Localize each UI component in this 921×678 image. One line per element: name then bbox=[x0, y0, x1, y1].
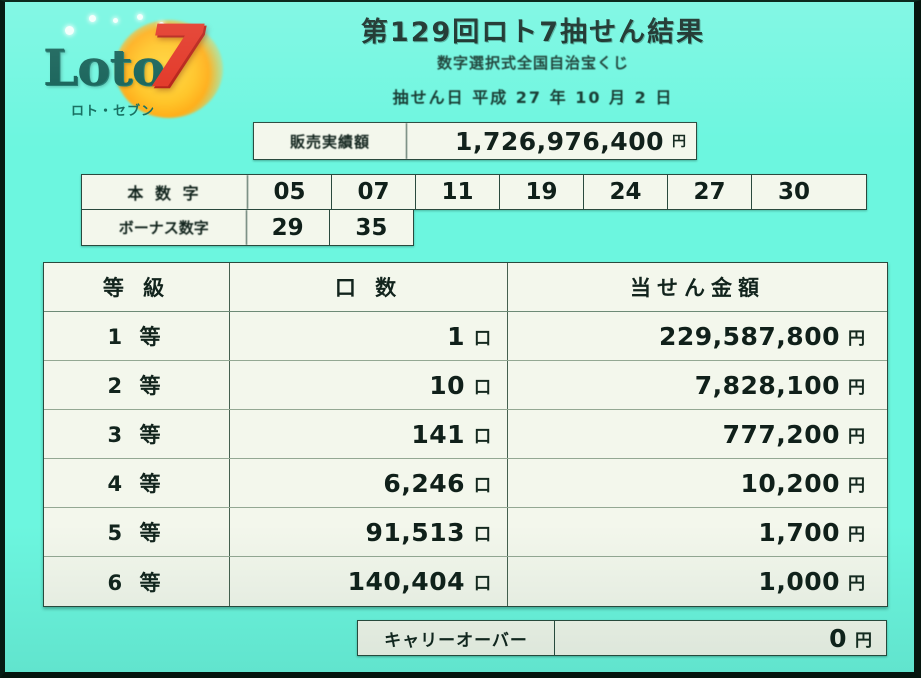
prize-amount-cell: 1,000 円 bbox=[508, 557, 887, 606]
winning-numbers-section: 本 数 字 05 07 11 19 24 27 30 ボーナス数字 29 35 bbox=[81, 174, 867, 246]
prize-count: 1 bbox=[447, 321, 465, 351]
amount-unit: 円 bbox=[848, 524, 865, 545]
prize-count-cell: 1 口 bbox=[230, 312, 508, 360]
column-header-amount: 当せん金額 bbox=[630, 276, 765, 300]
prize-count: 140,404 bbox=[347, 567, 465, 596]
prize-count-cell: 91,513 口 bbox=[230, 508, 508, 556]
prize-count-cell: 6,246 口 bbox=[230, 459, 508, 507]
count-unit: 口 bbox=[474, 426, 491, 447]
prize-count: 6,246 bbox=[383, 468, 465, 498]
main-number-cell: 05 bbox=[248, 175, 332, 209]
bonus-number-cell: 29 bbox=[247, 210, 330, 245]
logo-wordmark: Loto bbox=[43, 38, 165, 97]
page-title: 第129回ロト7抽せん結果 bbox=[360, 17, 706, 48]
count-unit: 口 bbox=[474, 574, 491, 594]
prize-grade: 5 等 bbox=[44, 508, 230, 556]
prize-count-cell: 141 口 bbox=[230, 410, 508, 458]
table-row: 5 等 91,513 口 1,700 円 bbox=[44, 508, 887, 557]
logo-glow-burst bbox=[115, 20, 223, 118]
prize-table: 等 級 口 数 当せん金額 1 等 1 口 229,587,800 円 2 等 … bbox=[43, 262, 888, 607]
main-number-cell: 19 bbox=[500, 175, 584, 209]
sales-total-amount: 1,726,976,400 bbox=[455, 126, 664, 156]
count-unit: 口 bbox=[474, 475, 491, 496]
count-unit: 口 bbox=[474, 524, 491, 545]
table-row: 6 等 140,404 口 1,000 円 bbox=[44, 557, 887, 606]
amount-unit: 円 bbox=[848, 574, 865, 594]
loto7-logo: Loto 7 ロト・セブン bbox=[41, 8, 231, 126]
amount-unit: 円 bbox=[848, 377, 865, 398]
prize-table-header-row: 等 級 口 数 当せん金額 bbox=[44, 263, 887, 312]
main-number-cell: 30 bbox=[777, 179, 810, 205]
table-row: 2 等 10 口 7,828,100 円 bbox=[44, 361, 887, 410]
logo-sparkle-icon bbox=[89, 15, 96, 22]
bonus-number-cell: 35 bbox=[355, 214, 388, 241]
amount-unit: 円 bbox=[848, 328, 865, 349]
prize-amount-cell: 1,700 円 bbox=[508, 508, 887, 556]
count-unit: 口 bbox=[474, 377, 491, 398]
table-row: 1 等 1 口 229,587,800 円 bbox=[44, 312, 887, 361]
column-header-count: 口 数 bbox=[230, 263, 508, 311]
bonus-numbers-label: ボーナス数字 bbox=[82, 210, 247, 245]
carryover-label: キャリーオーバー bbox=[358, 621, 555, 655]
column-header-grade: 等 級 bbox=[44, 263, 230, 311]
count-unit: 口 bbox=[474, 328, 491, 349]
main-number-cell: 27 bbox=[668, 175, 752, 209]
main-number-cell: 07 bbox=[332, 175, 416, 209]
prize-amount-cell: 10,200 円 bbox=[508, 459, 887, 507]
page-subtitle: 数字選択式全国自治宝くじ bbox=[436, 54, 629, 72]
sales-total-value: 1,726,976,400 円 bbox=[407, 123, 696, 159]
prize-grade: 4 等 bbox=[44, 459, 230, 507]
prize-count: 10 bbox=[429, 370, 465, 400]
prize-amount: 777,200 bbox=[722, 419, 840, 449]
table-row: 4 等 6,246 口 10,200 円 bbox=[44, 459, 887, 508]
prize-grade: 6 等 bbox=[44, 557, 230, 606]
main-number-cell: 11 bbox=[416, 175, 500, 209]
prize-amount-cell: 229,587,800 円 bbox=[508, 312, 887, 360]
prize-grade: 1 等 bbox=[44, 312, 230, 360]
prize-amount: 1,000 bbox=[758, 567, 840, 596]
main-number-cell: 24 bbox=[584, 175, 668, 209]
sales-total-label: 販売実績額 bbox=[254, 123, 407, 159]
prize-amount-cell: 777,200 円 bbox=[508, 410, 887, 458]
prize-amount: 10,200 bbox=[740, 468, 840, 498]
prize-amount: 7,828,100 bbox=[694, 370, 840, 400]
carryover-unit: 円 bbox=[855, 630, 872, 651]
prize-amount: 229,587,800 bbox=[658, 321, 840, 351]
table-row: 3 等 141 口 777,200 円 bbox=[44, 410, 887, 459]
carryover-value: 0 円 bbox=[555, 621, 886, 655]
prize-amount-cell: 7,828,100 円 bbox=[508, 361, 887, 409]
main-numbers-row: 本 数 字 05 07 11 19 24 27 30 bbox=[81, 174, 867, 210]
amount-unit: 円 bbox=[848, 475, 865, 496]
prize-grade: 2 等 bbox=[44, 361, 230, 409]
sales-total-box: 販売実績額 1,726,976,400 円 bbox=[253, 122, 697, 160]
bonus-numbers-row: ボーナス数字 29 35 bbox=[81, 210, 414, 246]
carryover-amount: 0 bbox=[829, 623, 847, 653]
logo-kana-subtext: ロト・セブン bbox=[71, 104, 156, 119]
main-numbers-label: 本 数 字 bbox=[82, 175, 248, 209]
prize-grade: 3 等 bbox=[44, 410, 230, 458]
prize-count: 141 bbox=[411, 419, 465, 449]
prize-count-cell: 10 口 bbox=[230, 361, 508, 409]
logo-sparkle-icon bbox=[113, 18, 118, 23]
logo-sparkle-icon bbox=[65, 26, 74, 35]
sales-total-unit: 円 bbox=[672, 134, 686, 150]
prize-count: 91,513 bbox=[365, 517, 465, 547]
logo-sparkle-icon bbox=[159, 22, 164, 27]
amount-unit: 円 bbox=[848, 426, 865, 447]
draw-date: 抽せん日 平成 27 年 10 月 2 日 bbox=[392, 88, 674, 107]
logo-sparkle-icon bbox=[137, 14, 143, 20]
carryover-box: キャリーオーバー 0 円 bbox=[357, 620, 887, 656]
prize-amount: 1,700 bbox=[758, 517, 840, 547]
prize-count-cell: 140,404 口 bbox=[230, 557, 508, 606]
logo-seven-numeral: 7 bbox=[145, 7, 205, 107]
